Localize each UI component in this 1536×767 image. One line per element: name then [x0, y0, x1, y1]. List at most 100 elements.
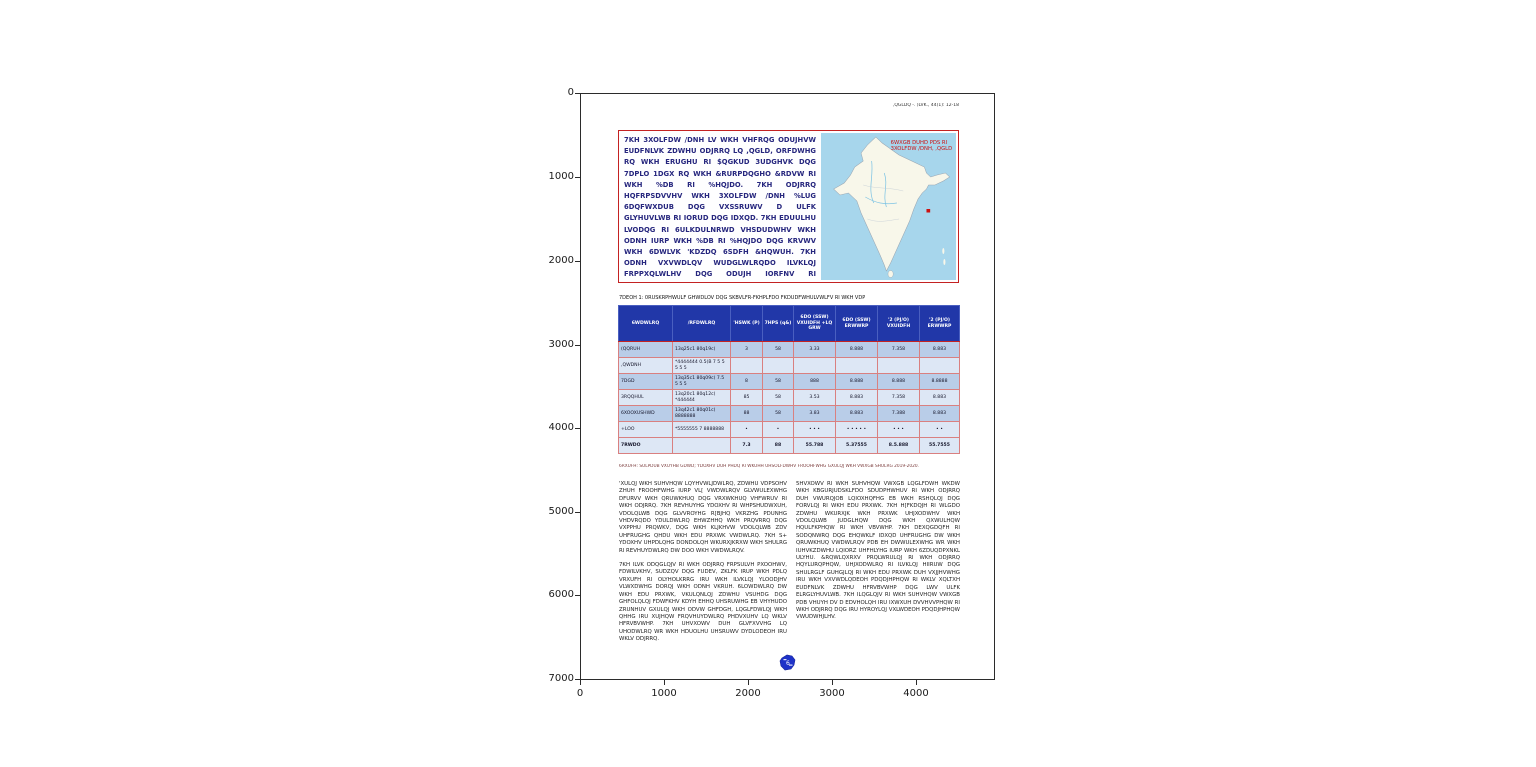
table-cell: •: [730, 421, 763, 438]
data-table: 6WDWLRQ /RFDWLRQ 'HSWK (P) 7HPS (q&) 6DO…: [618, 305, 960, 454]
table-cell: 13q42c1 80q01c( 8888888: [672, 405, 731, 422]
table-cell: 88: [762, 437, 794, 454]
table-cell: (QQRUH: [618, 341, 673, 358]
india-landmass: [833, 136, 951, 272]
table-cell: 7RWDO: [618, 437, 673, 454]
table-cell: •: [762, 421, 794, 438]
table-cell: +LOO: [618, 421, 673, 438]
state-border: [863, 184, 904, 192]
table-cell: 3.83: [793, 405, 836, 422]
table-cell: 55.7555: [919, 437, 960, 454]
table-footnote: 6RXUFH: SULPDUB VXUYHB GDWD; YDOXHV DUH …: [619, 464, 919, 469]
x-tick-label: 0: [576, 688, 584, 699]
column-header: 6DO (SSW) VXUIDFH +LQ GRW: [793, 305, 836, 342]
column-header: '2 (PJ/O) VXUIDFH: [877, 305, 920, 342]
table-cell: [835, 357, 878, 374]
table-header-row: 6WDWLRQ /RFDWLRQ 'HSWK (P) 7HPS (q&) 6DO…: [618, 305, 960, 342]
table-cell: [672, 437, 731, 454]
island: [943, 259, 946, 265]
table-cell: 8.883: [919, 389, 960, 406]
y-tick-label: 3000: [548, 339, 574, 350]
tick-mark: [575, 595, 580, 596]
table-cell: 7.3: [730, 437, 763, 454]
table-cell: 7.358: [877, 341, 920, 358]
table-row: (QQRUH 13q25c1 80q19c( 3 58 3.33 8.888 7…: [618, 341, 960, 358]
y-tick-label: 5000: [548, 506, 574, 517]
table-cell: ,QWDNH: [618, 357, 673, 374]
body-column-right: 5HVXOWV RI WKH SUHVHQW VWXGB LQGLFDWH WK…: [796, 481, 960, 622]
map-label: 6WXGB DUHD PDS RI: [891, 140, 948, 146]
study-site-marker: [926, 209, 931, 213]
tick-mark: [575, 512, 580, 513]
table-cell: 85: [730, 389, 763, 406]
table-cell: • • • • •: [835, 421, 878, 438]
table-row: ,QWDNH *4444444 0.5(B 7 5 5 5 5 5: [618, 357, 960, 374]
tick-mark: [832, 680, 833, 685]
paragraph: 5HVXOWV RI WKH SUHVHQW VWXGB LQGLFDWH WK…: [796, 481, 960, 621]
sri-lanka-island: [887, 270, 894, 278]
tick-mark: [748, 680, 749, 685]
column-header: 'HSWK (P): [730, 305, 763, 342]
table-title: 7DEOH 1: 0RUSKRPHWULF GHWDLOV DQG SKBVLF…: [619, 295, 865, 301]
table-cell: 58: [762, 341, 794, 358]
table-cell: 13q35c1 80q09c( 7.5 5 5 5: [672, 373, 731, 390]
river-line: [883, 172, 887, 208]
ink-stamp: 6: [779, 654, 797, 672]
tick-mark: [575, 93, 580, 94]
river-line: [865, 196, 897, 205]
tick-mark: [575, 428, 580, 429]
table-cell: *5555555 7 8888888: [672, 421, 731, 438]
y-tick-label: 7000: [548, 673, 574, 684]
table-row: 7DGD 13q35c1 80q09c( 7.5 5 5 5 8 58 888 …: [618, 373, 960, 390]
body-column-left: 'XULQJ WKH SUHVHQW LQYHVWLJDWLRQ, ZDWHU …: [619, 481, 787, 644]
journal-header-note: ,QGLDQ -. )LVK., 44(1): 12-18: [892, 103, 959, 108]
x-tick-label: 3000: [819, 688, 845, 699]
table-cell: [730, 357, 763, 374]
tick-mark: [580, 680, 581, 685]
table-cell: 13q20c1 80q12c( *444444: [672, 389, 731, 406]
tick-mark: [575, 345, 580, 346]
table-cell: 58: [762, 373, 794, 390]
table-cell: • •: [919, 421, 960, 438]
intro-box: 7KH 3XOLFDW /DNH LV WKH VHFRQG ODUJHVW E…: [618, 130, 959, 283]
table-cell: 8.888: [877, 373, 920, 390]
table-cell: 58: [762, 405, 794, 422]
stamp-mark: [783, 659, 787, 661]
table-cell: 8.888: [835, 373, 878, 390]
document-page: ,QGLDQ -. )LVK., 44(1): 12-18 7KH 3XOLFD…: [580, 93, 995, 680]
x-tick-label: 1000: [651, 688, 677, 699]
table-cell: [877, 357, 920, 374]
table-cell: [793, 357, 836, 374]
column-header: /RFDWLRQ: [672, 305, 731, 342]
table-row: 3RQQHUL 13q20c1 80q12c( *444444 85 58 3.…: [618, 389, 960, 406]
tick-mark: [575, 679, 580, 680]
x-tick-label: 4000: [903, 688, 929, 699]
table-cell: 8.5.888: [877, 437, 920, 454]
table-cell: [762, 357, 794, 374]
tick-mark: [575, 261, 580, 262]
study-area-map: 6WXGB DUHD PDS RI 3XOLFDW /DNH, ,QGLD: [821, 133, 956, 280]
table-cell: 3.53: [793, 389, 836, 406]
table-cell: 5.37555: [835, 437, 878, 454]
table-cell: 8.883: [919, 341, 960, 358]
table-cell: [919, 357, 960, 374]
river-line: [870, 160, 875, 204]
tick-mark: [575, 177, 580, 178]
tick-mark: [664, 680, 665, 685]
table-row: +LOO *5555555 7 8888888 • • • • • • • • …: [618, 421, 960, 438]
table-cell: 13q25c1 80q19c(: [672, 341, 731, 358]
table-total-row: 7RWDO 7.3 88 55.788 5.37555 8.5.888 55.7…: [618, 437, 960, 454]
x-tick-label: 2000: [735, 688, 761, 699]
tick-mark: [916, 680, 917, 685]
table-cell: 8.883: [835, 405, 878, 422]
table-cell: 8.883: [919, 405, 960, 422]
paragraph: 'XULQJ WKH SUHVHQW LQYHVWLJDWLRQ, ZDWHU …: [619, 481, 787, 554]
table-cell: 7.388: [877, 405, 920, 422]
y-tick-label: 1000: [548, 171, 574, 182]
table-cell: 888: [793, 373, 836, 390]
column-header: '2 (PJ/O) ERWWRP: [919, 305, 960, 342]
table-cell: 6XOOXUSHWD: [618, 405, 673, 422]
table-row: 6XOOXUSHWD 13q42c1 80q01c( 8888888 88 58…: [618, 405, 960, 422]
paragraph: 7KH ILVK ODQGLQJV RI WKH ODJRRQ FRPSULVH…: [619, 562, 787, 643]
